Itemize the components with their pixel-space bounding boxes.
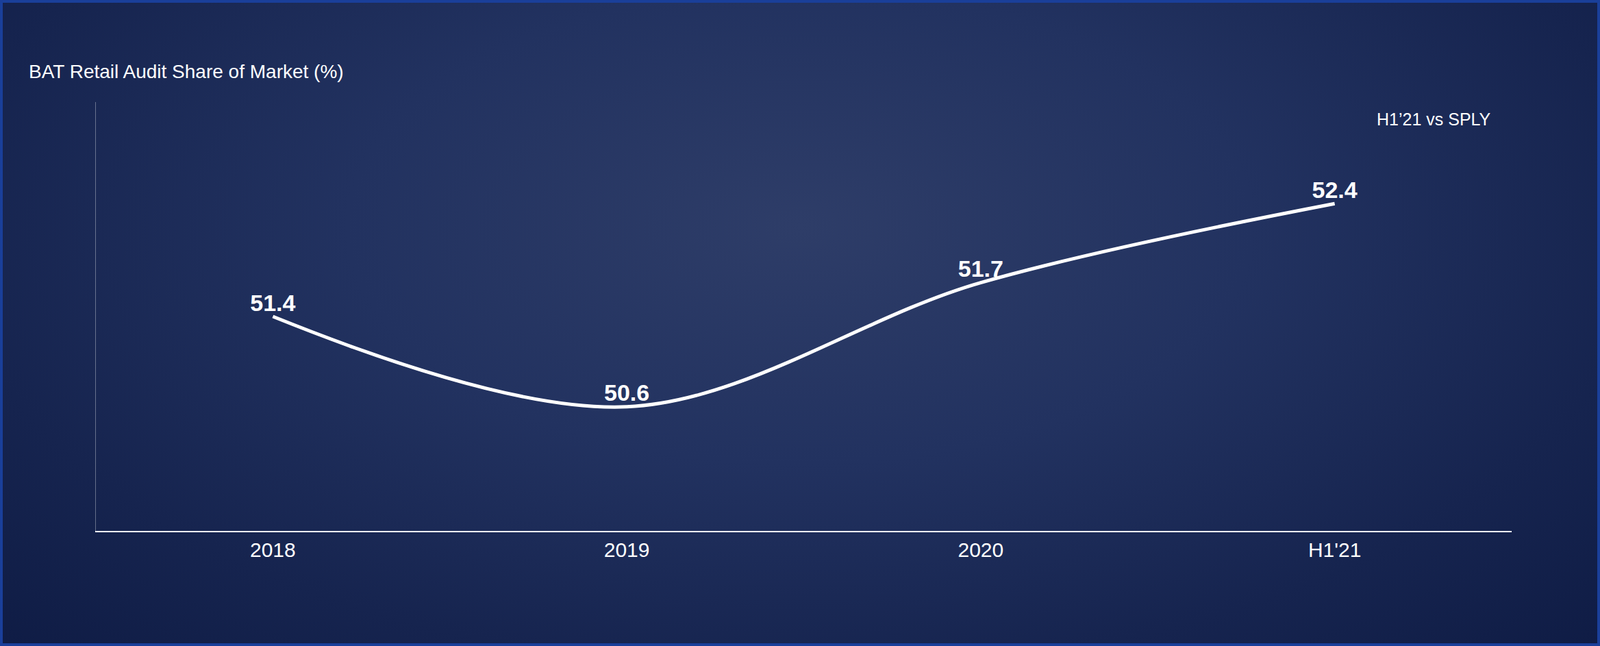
svg-text:51.4: 51.4 [250, 289, 296, 316]
svg-text:H1’21 vs SPLY: H1’21 vs SPLY [1376, 109, 1492, 129]
svg-text:2018: 2018 [250, 538, 296, 561]
svg-text:2020: 2020 [958, 538, 1005, 561]
svg-text:51.7: 51.7 [958, 255, 1004, 282]
svg-text:H1'21: H1'21 [1308, 538, 1361, 561]
svg-text:50.6: 50.6 [604, 379, 650, 406]
svg-text:52.4: 52.4 [1312, 176, 1358, 203]
svg-text:2019: 2019 [604, 538, 650, 561]
svg-text:BAT Retail Audit Share of Mark: BAT Retail Audit Share of Market (%) [28, 60, 344, 83]
